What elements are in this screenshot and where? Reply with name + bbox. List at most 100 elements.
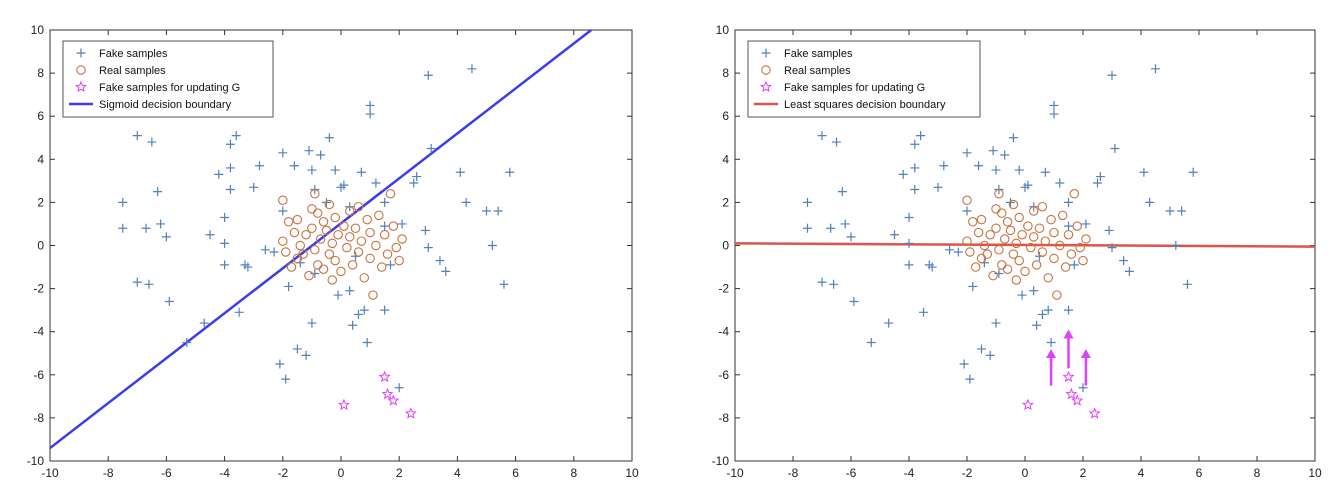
real-sample-point bbox=[1014, 212, 1024, 223]
fake-sample-point bbox=[380, 221, 390, 231]
real-sample-point bbox=[301, 229, 311, 240]
real-sample-point bbox=[968, 217, 978, 227]
real-sample-point bbox=[333, 229, 343, 240]
series-1 bbox=[278, 189, 407, 300]
y-tick-label: -10 bbox=[712, 454, 730, 468]
fake-sample-point bbox=[132, 131, 142, 141]
x-tick-label: 10 bbox=[625, 466, 639, 480]
fake-sample-point bbox=[249, 182, 259, 192]
fake-sample-point bbox=[1124, 266, 1134, 276]
real-sample-point bbox=[994, 245, 1004, 255]
fake-sample-point bbox=[482, 206, 491, 216]
y-tick-label: 0 bbox=[722, 239, 729, 253]
fake-sample-point bbox=[1104, 225, 1114, 235]
fake-sample-point bbox=[837, 187, 847, 197]
x-tick-label: 2 bbox=[396, 466, 403, 480]
decision-boundary-line bbox=[50, 30, 593, 450]
fake-sample-point bbox=[499, 279, 509, 289]
y-tick-label: 4 bbox=[37, 152, 44, 166]
real-sample-point bbox=[353, 247, 364, 257]
fake-sample-point bbox=[1081, 219, 1091, 229]
fake-sample-point bbox=[846, 232, 856, 242]
x-tick-label: -8 bbox=[103, 466, 114, 480]
legend-plus-icon bbox=[76, 48, 86, 58]
fake-sample-point bbox=[977, 344, 986, 354]
fake-sample-point bbox=[945, 245, 955, 255]
real-sample-point bbox=[1002, 264, 1013, 274]
fake-sample-point bbox=[353, 309, 363, 319]
fake-sample-point bbox=[988, 146, 998, 156]
real-sample-point bbox=[1072, 221, 1082, 231]
real-sample-point bbox=[1008, 199, 1019, 210]
y-tick-label: 10 bbox=[716, 23, 730, 37]
fake-sample-point bbox=[231, 131, 241, 141]
real-sample-point bbox=[1026, 242, 1036, 253]
fake-sample-point bbox=[1107, 243, 1117, 253]
real-sample-point bbox=[318, 264, 329, 274]
fake-sample-point bbox=[1107, 70, 1117, 80]
fake-sample-point bbox=[1110, 144, 1120, 154]
real-sample-point bbox=[1049, 227, 1059, 238]
fake-sample-point bbox=[910, 163, 920, 173]
fake-sample-point bbox=[234, 307, 244, 317]
updating-g-sample-point bbox=[1062, 370, 1075, 383]
fake-sample-point bbox=[455, 167, 465, 177]
real-sample-point bbox=[1008, 249, 1019, 259]
x-tick-label: 4 bbox=[454, 466, 461, 480]
real-sample-point bbox=[988, 270, 998, 281]
real-sample-point bbox=[344, 232, 355, 242]
y-tick-label: -2 bbox=[718, 282, 729, 296]
fake-sample-point bbox=[321, 197, 331, 207]
legend-label: Fake samples bbox=[99, 48, 168, 60]
fake-sample-point bbox=[255, 161, 265, 171]
fake-sample-point bbox=[281, 374, 291, 384]
real-sample-point bbox=[330, 212, 340, 223]
real-sample-point bbox=[307, 204, 317, 214]
y-tick-label: -10 bbox=[27, 454, 45, 468]
real-sample-point bbox=[962, 195, 972, 205]
fake-sample-point bbox=[141, 223, 151, 233]
fake-sample-point bbox=[380, 305, 390, 315]
real-sample-point bbox=[965, 247, 975, 257]
x-tick-label: 6 bbox=[512, 466, 519, 480]
real-sample-point bbox=[283, 217, 294, 227]
legend-label: Sigmoid decision boundary bbox=[99, 99, 232, 111]
fake-sample-point bbox=[1032, 320, 1042, 330]
real-sample-point bbox=[374, 210, 384, 221]
fake-sample-point bbox=[423, 70, 433, 80]
fake-sample-point bbox=[1139, 167, 1149, 177]
real-sample-point bbox=[970, 262, 981, 272]
real-sample-point bbox=[362, 214, 372, 225]
fake-sample-point bbox=[904, 238, 914, 248]
fake-sample-point bbox=[1000, 150, 1010, 160]
fake-sample-point bbox=[461, 197, 471, 207]
real-sample-point bbox=[1014, 255, 1024, 266]
x-tick-label: 8 bbox=[570, 466, 577, 480]
fake-sample-point bbox=[910, 139, 920, 149]
updating-g-sample-point bbox=[1071, 394, 1084, 406]
fake-sample-point bbox=[199, 318, 209, 328]
fake-sample-point bbox=[467, 64, 477, 74]
real-sample-point bbox=[344, 206, 355, 216]
x-tick-label: -6 bbox=[161, 466, 172, 480]
fake-sample-point bbox=[849, 297, 859, 307]
x-tick-label: 2 bbox=[1080, 466, 1087, 480]
real-sample-point bbox=[365, 227, 375, 238]
fake-sample-point bbox=[284, 281, 294, 291]
fake-sample-point bbox=[426, 144, 436, 154]
fake-sample-point bbox=[1043, 305, 1053, 315]
series-2 bbox=[337, 370, 417, 419]
real-sample-point bbox=[330, 255, 340, 266]
real-sample-point bbox=[278, 236, 288, 246]
real-sample-point bbox=[347, 260, 358, 270]
x-tick-label: 4 bbox=[1138, 466, 1145, 480]
series-0 bbox=[803, 64, 1198, 393]
real-sample-point bbox=[286, 262, 297, 272]
fake-sample-point bbox=[832, 137, 841, 147]
fake-sample-point bbox=[307, 165, 317, 175]
fake-sample-point bbox=[1171, 241, 1181, 250]
update-arrow-head bbox=[1063, 329, 1074, 339]
real-sample-point bbox=[324, 199, 335, 210]
real-sample-point bbox=[278, 195, 288, 205]
